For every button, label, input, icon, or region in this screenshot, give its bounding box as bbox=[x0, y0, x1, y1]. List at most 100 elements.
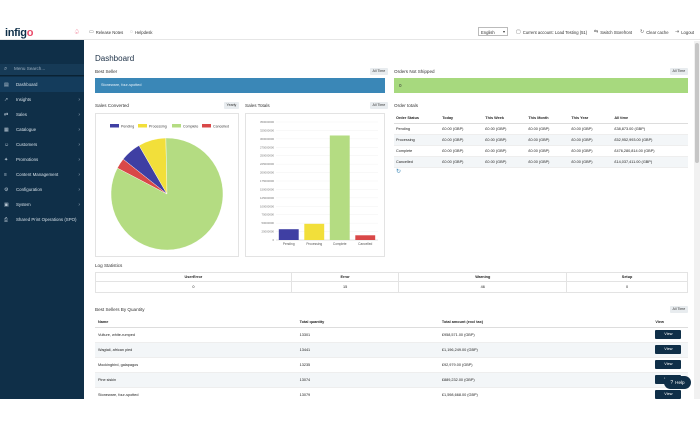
search-icon: ⌕ bbox=[4, 66, 8, 72]
column-header: Error bbox=[290, 272, 400, 282]
logout-link[interactable]: ⇥ Logout bbox=[675, 29, 695, 35]
y-tick-label: 200000000 bbox=[260, 171, 274, 175]
table-row: Cancelled £0.00 (GBP) £0.00 (GBP) £0.00 (GB… bbox=[394, 156, 688, 168]
orders-not-shipped-title: Orders Not Shipped bbox=[394, 69, 435, 74]
insights-icon: ↗ bbox=[4, 96, 9, 103]
table-cell: £14,037,411.00 (GBP) bbox=[612, 156, 688, 168]
y-tick-label: 0 bbox=[272, 238, 274, 242]
view-button[interactable]: View bbox=[655, 330, 682, 339]
table-cell: Wagtail, african pied bbox=[95, 342, 297, 358]
y-tick-label: 50000000 bbox=[262, 221, 275, 225]
sidebar-item-label: Insights bbox=[16, 97, 32, 102]
table-cell: 15 bbox=[290, 281, 400, 293]
table-row: Processing £0.00 (GBP) £0.00 (GBP) £0.00 (G… bbox=[394, 134, 688, 146]
best-seller-range[interactable]: All Time bbox=[370, 68, 388, 75]
table-cell: £889,232.00 (GBP) bbox=[438, 372, 653, 388]
table-cell: £38,873.00 (GBP) bbox=[612, 123, 688, 135]
log-statistics-title: Log Statistics bbox=[95, 263, 123, 268]
sidebar-item-promotions[interactable]: ✦ Promotions › bbox=[0, 152, 84, 167]
sales-converted-range[interactable]: Yearly bbox=[224, 102, 239, 109]
chevron-right-icon: › bbox=[78, 201, 80, 208]
x-tick-label: Cancelled bbox=[358, 242, 372, 246]
sidebar: ⌕ Menu Search... ▤ Dashboard ↗ Insights › ⇄ Sa… bbox=[0, 24, 84, 399]
help-button[interactable]: ? Help bbox=[664, 376, 691, 389]
menu-search-input[interactable]: Menu Search... bbox=[14, 66, 46, 71]
table-row: Pending £0.00 (GBP) £0.00 (GBP) £0.00 (GBP)… bbox=[394, 123, 688, 135]
document-icon: ▭ bbox=[89, 29, 94, 35]
sidebar-item-customers[interactable]: ☺ Customers › bbox=[0, 137, 84, 152]
y-tick-label: 250000000 bbox=[260, 154, 274, 158]
x-tick-label: Pending bbox=[283, 242, 295, 246]
table-row: Wagtail, african pied 13441 £1,196,249.00 … bbox=[95, 342, 688, 358]
table-cell: £52,952,993.00 (GBP) bbox=[612, 134, 688, 146]
top-bar: ▭ Release Notes ◌ Helpdesk English ▾ ▢ Curre… bbox=[84, 24, 700, 40]
promotions-icon: ✦ bbox=[4, 156, 9, 163]
helpdesk-link[interactable]: ◌ Helpdesk bbox=[130, 29, 153, 35]
table-cell: £0.00 (GBP) bbox=[440, 123, 484, 135]
table-row: Vulture, white-rumped 13301 £958,571.00 (G… bbox=[95, 327, 688, 343]
sidebar-item-label: Configuration bbox=[16, 187, 43, 192]
sidebar-item-catalogue[interactable]: ▦ Catalogue › bbox=[0, 122, 84, 137]
view-button[interactable]: View bbox=[655, 390, 682, 399]
table-cell: 13074 bbox=[296, 372, 439, 388]
sales-converted-title: Sales Converted bbox=[95, 103, 129, 108]
view-button[interactable]: View bbox=[655, 360, 682, 369]
table-row: Mockingbird, galapagos 13235 £92,979.00 (G… bbox=[95, 357, 688, 373]
page-scrollbar[interactable] bbox=[694, 41, 700, 399]
order-totals-title: Order totals bbox=[394, 103, 418, 108]
table-cell: £476,280,814.00 (GBP) bbox=[612, 145, 688, 157]
switch-storefront-link[interactable]: ⇆ Switch Storefront bbox=[594, 29, 633, 35]
sidebar-item-content-management[interactable]: ≡ Content Management › bbox=[0, 167, 84, 182]
clear-cache-link[interactable]: ↻ Clear cache bbox=[640, 29, 669, 35]
sidebar-item-dashboard[interactable]: ▤ Dashboard bbox=[0, 77, 84, 92]
current-account-link[interactable]: ▢ Current account: Load Testing (51) bbox=[516, 29, 588, 35]
best-sellers-table: Name Total quantity Total amount (excl tax… bbox=[95, 318, 688, 399]
sales-totals-range[interactable]: All Time bbox=[370, 102, 388, 109]
table-cell: £0.00 (GBP) bbox=[483, 123, 527, 135]
language-select[interactable]: English ▾ bbox=[478, 27, 508, 36]
catalogue-icon: ▦ bbox=[4, 126, 9, 133]
legend-swatch bbox=[110, 124, 119, 128]
sidebar-item-label: Catalogue bbox=[16, 127, 37, 132]
bar-cancelled bbox=[355, 235, 376, 240]
table-cell: View bbox=[652, 327, 688, 343]
notification-icon[interactable]: ♤ bbox=[73, 29, 80, 36]
sidebar-item-configuration[interactable]: ⚙ Configuration › bbox=[0, 182, 84, 197]
logo[interactable]: infigo bbox=[5, 27, 34, 39]
x-tick-label: Complete bbox=[333, 242, 347, 246]
legend-label: Pending bbox=[121, 124, 134, 128]
table-cell: Processing bbox=[394, 134, 441, 146]
release-notes-link[interactable]: ▭ Release Notes bbox=[89, 29, 124, 35]
table-cell: £0.00 (GBP) bbox=[569, 123, 613, 135]
y-tick-label: 100000000 bbox=[260, 204, 274, 208]
orders-not-shipped-range[interactable]: All Time bbox=[670, 68, 688, 75]
x-tick-label: Processing bbox=[306, 242, 322, 246]
sidebar-item-sales[interactable]: ⇄ Sales › bbox=[0, 107, 84, 122]
brand-bar: infigo ♤ bbox=[0, 24, 84, 40]
table-cell: Stoneware, four-spotted bbox=[95, 387, 297, 399]
column-header: UserError bbox=[95, 272, 292, 282]
account-icon: ▢ bbox=[516, 29, 521, 35]
table-cell: £0.00 (GBP) bbox=[440, 156, 484, 168]
legend-label: Cancelled bbox=[213, 124, 229, 128]
sales-totals-title: Sales Totals bbox=[245, 103, 270, 108]
legend-swatch bbox=[172, 124, 181, 128]
chevron-down-icon: ▾ bbox=[502, 29, 505, 34]
sidebar-item-label: Shared Print Operations (SPO) bbox=[16, 217, 77, 222]
sidebar-item-shared-print-operations-spo[interactable]: ⎙ Shared Print Operations (SPO) bbox=[0, 212, 84, 227]
print-icon: ⎙ bbox=[4, 216, 9, 223]
sidebar-item-label: Promotions bbox=[16, 157, 39, 162]
table-cell: 13441 bbox=[296, 342, 439, 358]
menu-search[interactable]: ⌕ Menu Search... bbox=[0, 64, 84, 76]
scrollbar-thumb[interactable] bbox=[695, 43, 699, 163]
help-icon: ? bbox=[670, 379, 674, 386]
sidebar-item-insights[interactable]: ↗ Insights › bbox=[0, 92, 84, 107]
table-cell: Pending bbox=[394, 123, 441, 135]
sidebar-item-system[interactable]: ▣ System › bbox=[0, 197, 84, 212]
best-sellers-quantity-range[interactable]: All Time bbox=[670, 306, 688, 313]
view-button[interactable]: View bbox=[655, 345, 682, 354]
table-cell: £0.00 (GBP) bbox=[440, 145, 484, 157]
refresh-icon[interactable]: ↻ bbox=[396, 169, 402, 175]
table-row: Complete £0.00 (GBP) £0.00 (GBP) £0.00 (GBP… bbox=[394, 145, 688, 157]
